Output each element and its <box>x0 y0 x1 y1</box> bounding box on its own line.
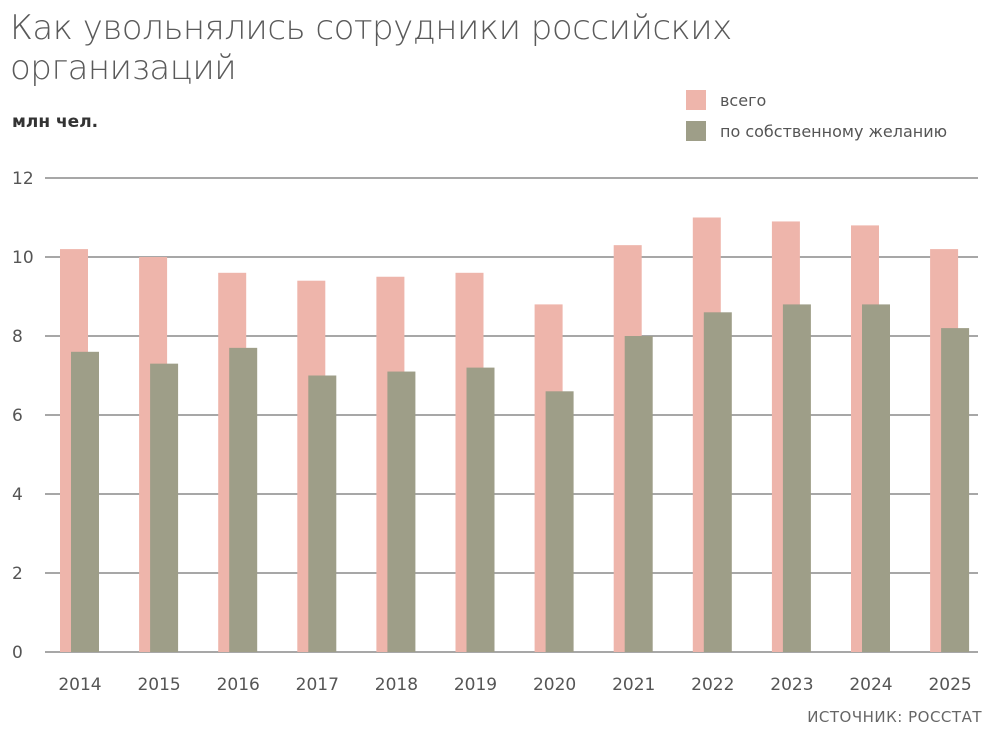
bar-voluntary-2017 <box>308 375 337 652</box>
bar-voluntary-2016 <box>229 347 258 652</box>
y-tick-label: 0 <box>12 643 23 663</box>
source-note: ИСТОЧНИК: РОССТАТ <box>807 708 982 726</box>
x-tick-label: 2022 <box>691 675 734 695</box>
bar-voluntary-2014 <box>71 351 99 652</box>
bar-voluntary-2022 <box>703 312 732 652</box>
x-tick-label: 2019 <box>454 675 497 695</box>
bar-voluntary-2020 <box>545 391 574 652</box>
bar-voluntary-2023 <box>782 304 811 652</box>
legend-label-total: всего <box>720 90 767 110</box>
x-tick-label: 2014 <box>58 675 101 695</box>
x-tick-label: 2025 <box>928 675 971 695</box>
chart-title: Как увольнялись сотрудники российских ор… <box>10 8 732 88</box>
legend-item-total: всего <box>686 90 766 110</box>
y-tick-label: 2 <box>12 564 23 584</box>
x-tick-label: 2017 <box>296 675 339 695</box>
y-tick-label: 12 <box>12 169 34 189</box>
x-tick-label: 2018 <box>375 675 418 695</box>
y-tick-label: 10 <box>12 248 34 268</box>
x-tick-label: 2024 <box>849 675 892 695</box>
bar-voluntary-2021 <box>624 336 653 652</box>
legend-label-voluntary: по собственному желанию <box>720 121 948 141</box>
x-tick-label: 2016 <box>217 675 260 695</box>
x-tick-label: 2015 <box>137 675 180 695</box>
bar-voluntary-2024 <box>862 304 890 652</box>
bar-voluntary-2019 <box>466 367 495 652</box>
x-tick-label: 2023 <box>770 675 813 695</box>
x-tick-label: 2021 <box>612 675 655 695</box>
bar-voluntary-2025 <box>941 328 970 652</box>
x-tick-label: 2020 <box>533 675 576 695</box>
legend-swatch-total <box>686 90 706 110</box>
y-tick-label: 4 <box>12 485 23 505</box>
y-tick-label: 8 <box>12 327 23 347</box>
y-unit-label: млн чел. <box>12 112 99 132</box>
legend-item-voluntary: по собственному желанию <box>686 121 947 141</box>
bar-voluntary-2018 <box>387 371 416 652</box>
y-tick-label: 6 <box>12 406 23 426</box>
legend-swatch-voluntary <box>686 121 706 141</box>
bar-voluntary-2015 <box>150 363 179 652</box>
